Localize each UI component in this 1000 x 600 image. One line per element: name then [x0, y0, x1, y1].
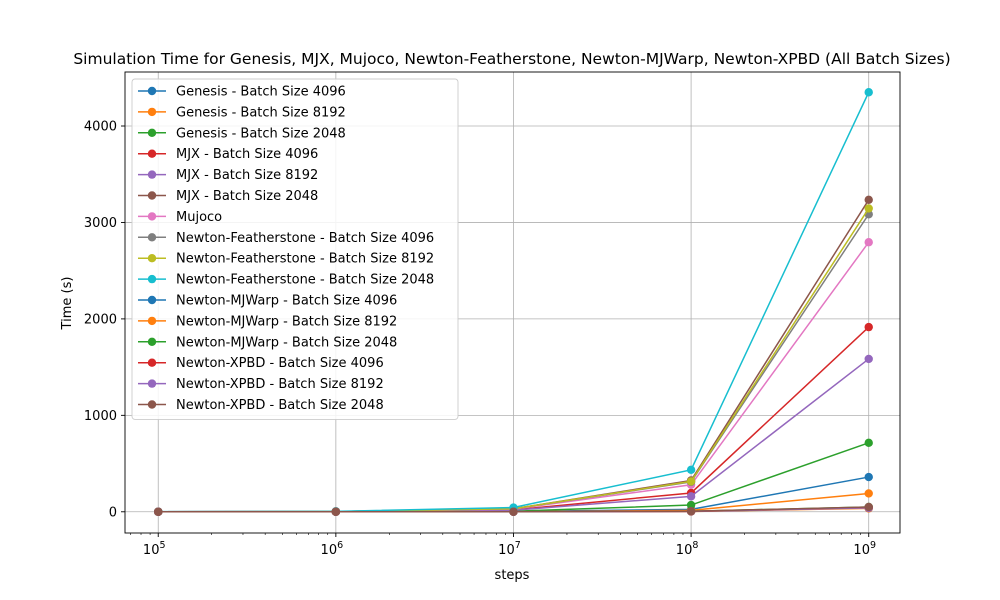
- legend-label: Genesis - Batch Size 8192: [176, 105, 346, 120]
- data-point: [864, 322, 873, 332]
- x-tick-exponent: 5: [159, 540, 165, 551]
- legend-label: Genesis - Batch Size 4096: [176, 85, 346, 100]
- x-tick-label: 107: [498, 540, 521, 558]
- legend-entry: Newton-XPBD - Batch Size 4096: [138, 356, 384, 371]
- legend-label: MJX - Batch Size 2048: [176, 189, 318, 204]
- legend-box: [131, 78, 459, 420]
- data-point: [864, 438, 873, 448]
- legend-marker: [147, 128, 157, 137]
- legend-marker: [147, 316, 157, 326]
- data-point: [864, 204, 873, 213]
- legend-marker: [147, 170, 157, 179]
- data-point: [686, 492, 696, 501]
- legend-marker: [147, 149, 157, 158]
- legend-entry: Newton-XPBD - Batch Size 8192: [138, 377, 384, 392]
- legend-label: Newton-MJWarp - Batch Size 4096: [176, 294, 397, 309]
- legend-entry: Newton-Featherstone - Batch Size 8192: [138, 252, 434, 267]
- x-tick-base: 10: [853, 543, 870, 558]
- x-axis-label: steps: [495, 568, 530, 583]
- x-tick-base: 10: [498, 543, 515, 558]
- legend-label: Newton-Featherstone - Batch Size 2048: [176, 273, 434, 288]
- legend-entry: MJX - Batch Size 2048: [138, 189, 318, 204]
- data-point: [686, 465, 696, 475]
- legend-label: Newton-XPBD - Batch Size 8192: [176, 377, 384, 392]
- legend-marker: [147, 86, 157, 96]
- data-point: [864, 88, 873, 97]
- data-point: [864, 195, 873, 204]
- data-point: [686, 507, 696, 516]
- legend-entry: Newton-Featherstone - Batch Size 2048: [138, 273, 434, 288]
- legend-marker: [147, 107, 157, 117]
- legend-entry: MJX - Batch Size 8192: [138, 168, 318, 183]
- y-tick-label: 1000: [84, 409, 117, 424]
- legend-label: Newton-Featherstone - Batch Size 4096: [176, 231, 434, 246]
- legend-marker: [147, 274, 157, 284]
- legend-label: MJX - Batch Size 8192: [176, 168, 318, 183]
- legend-entry: MJX - Batch Size 4096: [138, 147, 318, 162]
- data-point: [864, 489, 873, 498]
- legend-entry: Newton-MJWarp - Batch Size 2048: [138, 335, 397, 350]
- x-tick-base: 10: [143, 543, 160, 558]
- legend-entry: Newton-MJWarp - Batch Size 8192: [138, 314, 397, 329]
- y-tick-label: 2000: [84, 312, 117, 327]
- data-point: [509, 507, 518, 516]
- data-point: [686, 477, 696, 486]
- y-axis-label: Time (s): [60, 277, 75, 331]
- y-tick-label: 0: [109, 505, 117, 520]
- legend-marker: [147, 358, 157, 367]
- data-point: [331, 507, 341, 516]
- data-point: [864, 502, 873, 512]
- legend-entry: Mujoco: [138, 210, 222, 225]
- legend-label: MJX - Batch Size 4096: [176, 147, 318, 162]
- legend-entry: Genesis - Batch Size 4096: [138, 85, 346, 100]
- legend-label: Newton-MJWarp - Batch Size 8192: [176, 314, 397, 329]
- y-tick-label: 3000: [84, 216, 117, 231]
- legend-label: Newton-Featherstone - Batch Size 8192: [176, 252, 434, 267]
- x-tick-label: 109: [853, 540, 876, 558]
- x-tick-base: 10: [676, 543, 693, 558]
- legend-entry: Newton-MJWarp - Batch Size 4096: [138, 294, 397, 309]
- plot-frame: [124, 71, 901, 534]
- legend-marker: [147, 295, 157, 305]
- series-15: [154, 502, 873, 516]
- legend-marker: [147, 233, 157, 242]
- legend-label: Newton-XPBD - Batch Size 4096: [176, 356, 384, 371]
- legend-label: Newton-XPBD - Batch Size 2048: [176, 398, 384, 413]
- legend-marker: [147, 212, 157, 221]
- chart-title: Simulation Time for Genesis, MJX, Mujoco…: [73, 50, 950, 68]
- data-point: [686, 500, 696, 510]
- legend-label: Mujoco: [176, 210, 222, 225]
- data-point: [154, 507, 163, 516]
- data-point: [864, 238, 873, 247]
- legend-marker: [147, 337, 157, 346]
- x-tick-exponent: 8: [692, 540, 698, 551]
- legend-entry: Genesis - Batch Size 8192: [138, 105, 346, 120]
- data-point: [864, 354, 873, 364]
- legend-marker: [147, 379, 157, 388]
- legend-label: Newton-MJWarp - Batch Size 2048: [176, 335, 397, 350]
- x-tick-label: 105: [143, 540, 166, 558]
- data-point: [864, 472, 873, 482]
- x-tick-exponent: 9: [870, 540, 876, 551]
- x-tick-label: 108: [676, 540, 699, 558]
- y-tick-label: 4000: [84, 120, 117, 135]
- legend-entry: Newton-XPBD - Batch Size 2048: [138, 398, 384, 413]
- legend-entry: Newton-Featherstone - Batch Size 4096: [138, 231, 434, 246]
- legend-marker: [147, 191, 157, 200]
- legend-marker: [147, 400, 157, 409]
- legend-entry: Genesis - Batch Size 2048: [138, 126, 346, 141]
- legend-marker: [147, 254, 157, 263]
- x-tick-exponent: 7: [515, 540, 521, 551]
- x-tick-base: 10: [321, 543, 338, 558]
- legend-label: Genesis - Batch Size 2048: [176, 126, 346, 141]
- x-tick-label: 106: [321, 540, 344, 558]
- legend: Genesis - Batch Size 4096 Genesis - Batch…: [131, 78, 459, 420]
- series-layer: [154, 88, 873, 516]
- x-tick-exponent: 6: [337, 540, 343, 551]
